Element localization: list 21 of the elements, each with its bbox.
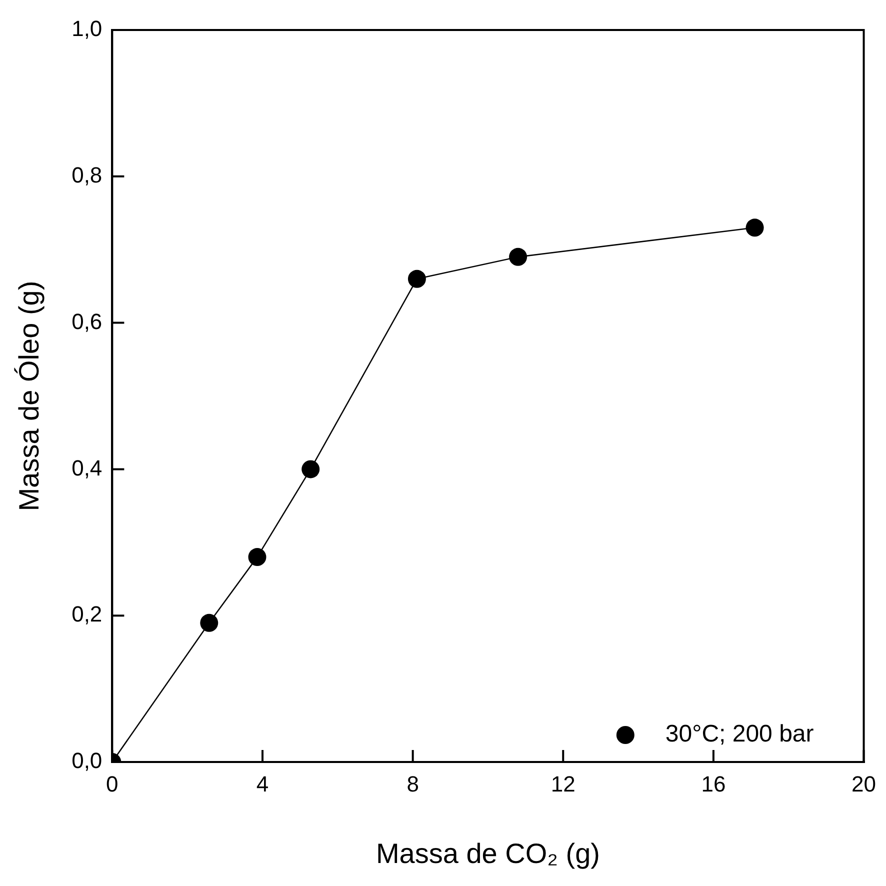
x-axis-title: Massa de CO₂ (g) bbox=[376, 838, 600, 869]
point bbox=[248, 548, 266, 566]
point bbox=[509, 248, 528, 266]
y-tick-label: 1,0 bbox=[72, 16, 102, 42]
y-axis-title: Massa de Óleo (g) bbox=[14, 280, 45, 512]
y-tick-label: 0,4 bbox=[72, 455, 102, 480]
legend-label: 30°C; 200 bar bbox=[665, 720, 814, 748]
point bbox=[408, 270, 426, 288]
point bbox=[302, 460, 320, 478]
y-tick-label: 0,6 bbox=[72, 308, 102, 334]
point bbox=[746, 218, 764, 237]
x-tick-label: 4 bbox=[256, 771, 269, 796]
x-tick-label: 8 bbox=[406, 771, 419, 796]
x-tick-label: 20 bbox=[852, 771, 876, 796]
y-tick-label: 0,2 bbox=[72, 602, 102, 627]
x-tick-label: 12 bbox=[550, 771, 576, 796]
y-tick-label: 0,8 bbox=[72, 162, 102, 188]
x-tick-label: 0 bbox=[106, 771, 118, 796]
point bbox=[200, 614, 218, 632]
y-tick-label: 0,0 bbox=[72, 748, 102, 774]
x-tick-label: 16 bbox=[701, 771, 726, 796]
